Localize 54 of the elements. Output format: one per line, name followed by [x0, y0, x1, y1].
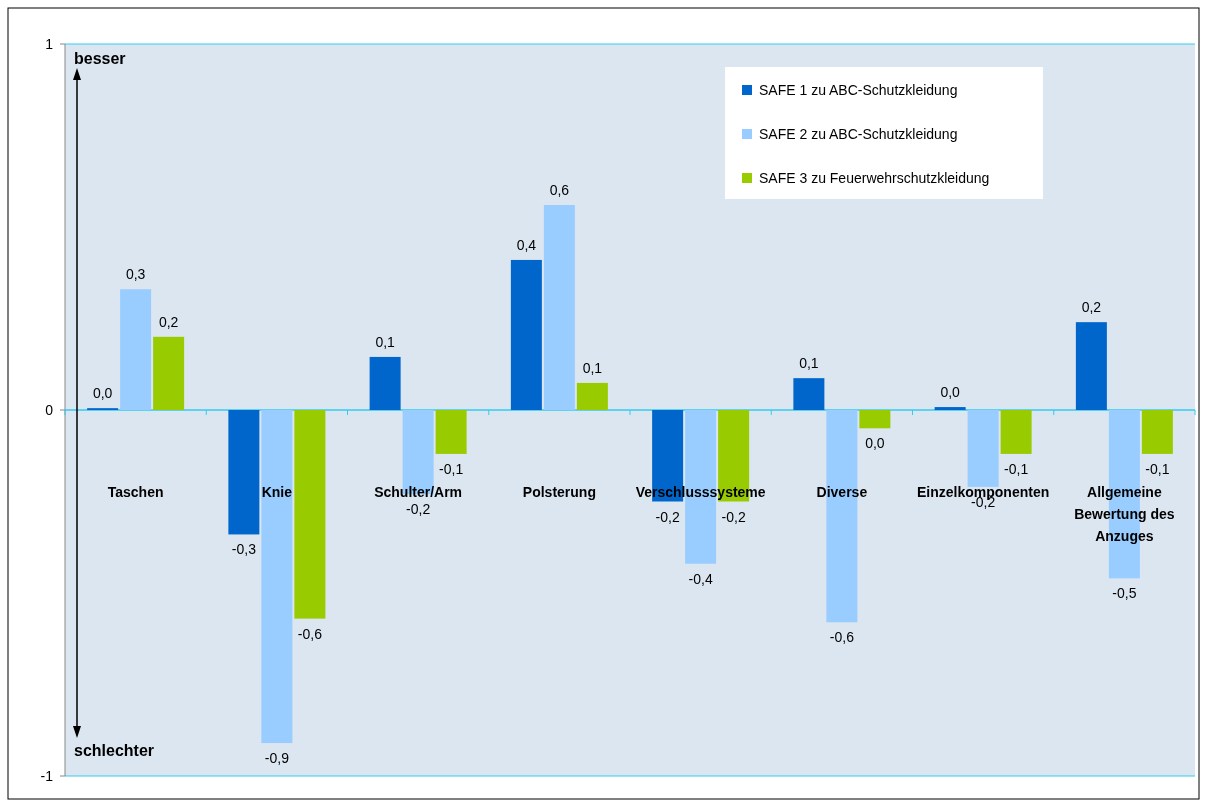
data-label: -0,4: [688, 570, 713, 587]
data-label: 0,6: [549, 182, 570, 199]
x-tick-label: Schulter/Arm: [374, 484, 463, 500]
data-label: 0,1: [799, 355, 819, 372]
annotation: schlechter: [74, 742, 155, 759]
bar: [120, 289, 152, 410]
annotation: besser: [74, 50, 126, 67]
y-tick-label: 1: [45, 36, 54, 52]
x-tick-label: Allgemeine Bewertung des Anzuges: [1074, 484, 1175, 544]
bar: [1000, 410, 1032, 454]
bar: [859, 410, 891, 429]
data-label: -0,2: [721, 508, 746, 525]
bar: [510, 259, 542, 410]
legend-label: SAFE 1 zu ABC-Schutzkleidung: [759, 82, 958, 98]
bar: [435, 410, 467, 454]
bar: [576, 382, 608, 410]
data-label: -0,1: [439, 460, 464, 477]
data-label: -0,2: [655, 508, 680, 525]
data-label: -0,9: [264, 750, 290, 767]
legend-label: SAFE 2 zu ABC-Schutzkleidung: [759, 126, 958, 142]
data-label: -0,3: [231, 541, 257, 558]
data-label: 0,0: [865, 435, 885, 452]
bar: [294, 410, 326, 619]
legend-label: SAFE 3 zu Feuerwehrschutzkleidung: [759, 170, 990, 186]
data-label: 0,0: [940, 384, 961, 401]
bar: [1075, 322, 1107, 410]
data-label: 0,1: [375, 333, 396, 350]
data-label: 0,4: [516, 236, 537, 253]
data-label: 0,2: [158, 313, 179, 330]
bar: [261, 410, 293, 744]
data-label: -0,6: [829, 629, 855, 646]
data-label: -0,1: [1004, 460, 1029, 477]
bar: [967, 410, 999, 487]
bar: [228, 410, 260, 535]
data-label: -0,5: [1112, 585, 1137, 602]
data-label: 0,2: [1081, 299, 1102, 316]
data-label: 0,1: [582, 359, 603, 376]
bar: [934, 407, 966, 410]
bar: [543, 205, 575, 410]
data-label: -0,1: [1145, 460, 1170, 477]
data-label: -0,6: [297, 625, 323, 642]
x-tick-label: Diverse: [816, 484, 868, 500]
x-tick-label: Polsterung: [522, 484, 596, 500]
data-label: 0,3: [125, 266, 146, 283]
bar: [369, 356, 401, 410]
x-tick-label: Taschen: [107, 484, 164, 500]
data-label: 0,0: [92, 385, 113, 402]
bar: [793, 378, 825, 410]
bar: [153, 336, 185, 410]
data-label: -0,2: [406, 501, 431, 518]
bar: [1141, 410, 1173, 454]
x-tick-label: Knie: [261, 484, 293, 500]
y-tick-label: 0: [45, 402, 54, 418]
y-tick-label: -1: [40, 768, 54, 784]
